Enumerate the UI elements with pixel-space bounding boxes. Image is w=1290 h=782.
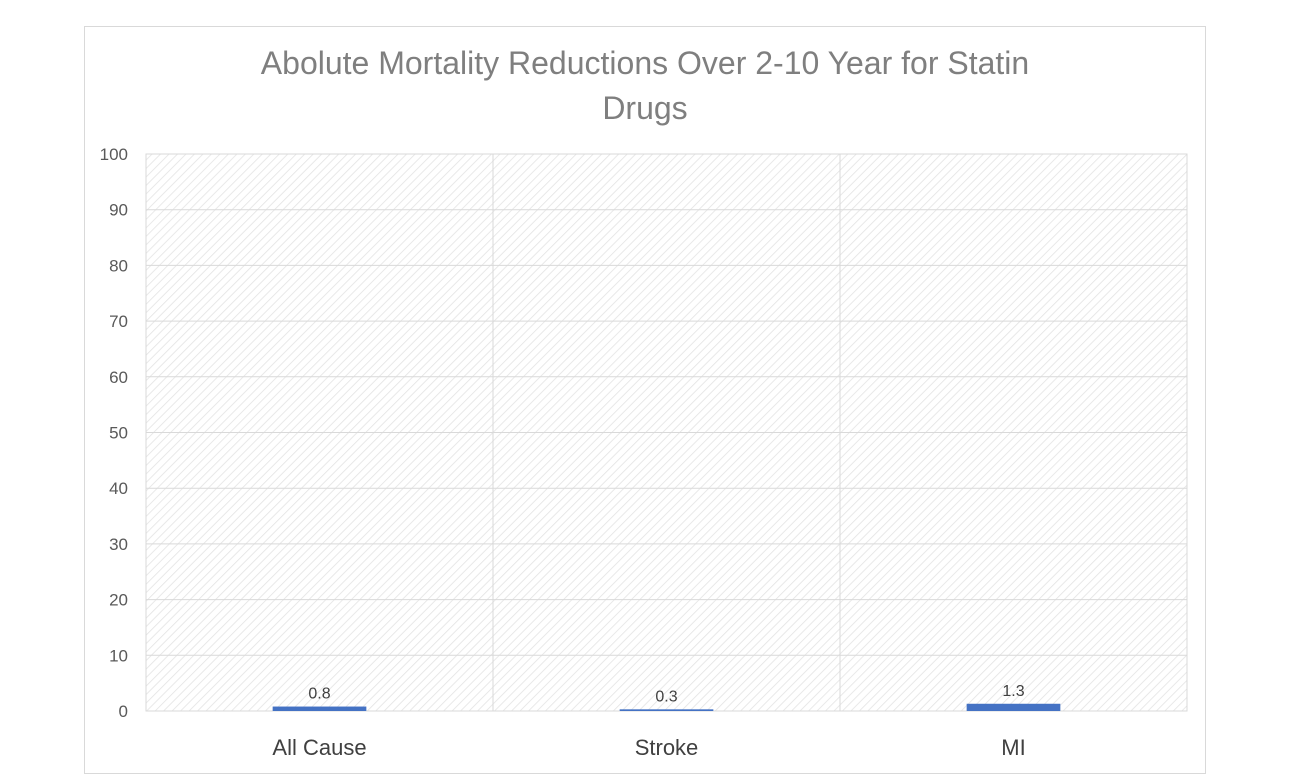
category-label: Stroke bbox=[635, 735, 699, 760]
data-label: 0.8 bbox=[308, 686, 330, 703]
data-label: 0.3 bbox=[655, 688, 677, 705]
category-label: All Cause bbox=[272, 735, 366, 760]
gridlines bbox=[145, 153, 1188, 712]
bars bbox=[272, 703, 1061, 711]
y-tick-label: 40 bbox=[109, 479, 128, 498]
chart-title-line-2: Drugs bbox=[602, 90, 687, 126]
y-tick-label: 30 bbox=[109, 535, 128, 554]
y-tick-label: 10 bbox=[109, 646, 128, 665]
y-tick-label: 60 bbox=[109, 368, 128, 387]
bar-all-cause bbox=[272, 706, 367, 711]
y-tick-label: 80 bbox=[109, 256, 128, 275]
category-labels: All Cause Stroke MI bbox=[272, 735, 1025, 760]
chart-title-line-1: Abolute Mortality Reductions Over 2-10 Y… bbox=[261, 45, 1029, 81]
bar-mi bbox=[966, 703, 1061, 711]
y-tick-label: 70 bbox=[109, 312, 128, 331]
category-label: MI bbox=[1001, 735, 1025, 760]
y-tick-label: 0 bbox=[119, 702, 128, 721]
data-labels: 0.8 0.3 1.3 bbox=[308, 683, 1024, 706]
data-label: 1.3 bbox=[1002, 683, 1024, 700]
y-axis-ticks: 0 10 20 30 40 50 60 70 80 90 100 bbox=[100, 145, 128, 721]
y-tick-label: 100 bbox=[100, 145, 128, 164]
y-tick-label: 50 bbox=[109, 424, 128, 443]
bar-stroke bbox=[619, 709, 714, 711]
y-tick-label: 20 bbox=[109, 591, 128, 610]
y-tick-label: 90 bbox=[109, 201, 128, 220]
